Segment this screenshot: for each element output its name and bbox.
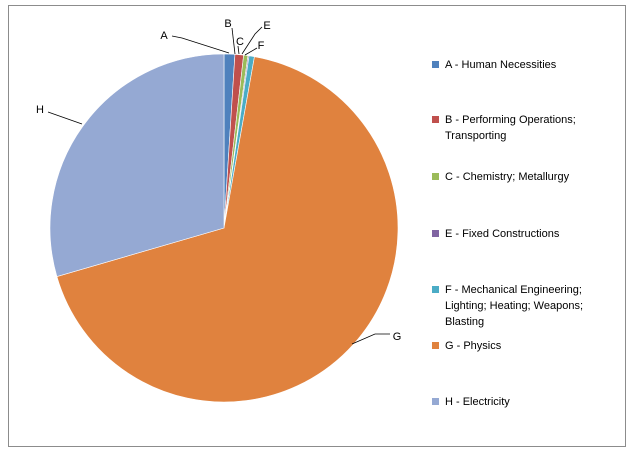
legend-swatch-g <box>432 342 439 349</box>
data-label-e: E <box>263 20 270 32</box>
legend-item-c: C - Chemistry; Metallurgy <box>432 171 617 185</box>
leader-line-f <box>244 47 258 56</box>
legend-swatch-e <box>432 230 439 237</box>
data-label-g: G <box>393 331 402 343</box>
legend-item-f: F - Mechanical Engineering; Lighting; Hea… <box>432 284 617 330</box>
legend-item-a: A - Human Necessities <box>432 59 617 73</box>
data-label-b: B <box>224 18 231 30</box>
data-label-a: A <box>160 30 168 42</box>
leader-line-g <box>351 333 390 345</box>
leader-line-b <box>231 27 236 55</box>
leader-line-a <box>171 35 230 54</box>
legend: A - Human Necessities B - Performing Oper… <box>432 0 622 456</box>
legend-swatch-c <box>432 173 439 180</box>
leader-lines <box>47 26 390 345</box>
legend-swatch-a <box>432 61 439 68</box>
legend-label-f: F - Mechanical Engineering; Lighting; Hea… <box>445 284 583 328</box>
pie-slices <box>49 53 399 403</box>
legend-label-c: C - Chemistry; Metallurgy <box>445 171 570 183</box>
legend-label-h: H - Electricity <box>445 396 510 408</box>
legend-swatch-h <box>432 398 439 405</box>
pie-slice-h <box>49 53 225 277</box>
legend-label-a: A - Human Necessities <box>445 59 557 71</box>
legend-label-g: G - Physics <box>445 340 502 352</box>
legend-item-e: E - Fixed Constructions <box>432 228 617 242</box>
legend-label-e: E - Fixed Constructions <box>445 228 560 240</box>
leader-line-e <box>241 26 263 55</box>
data-label-c: C <box>236 36 244 48</box>
leader-line-h <box>47 111 83 125</box>
data-label-h: H <box>36 104 44 116</box>
leader-line-c <box>237 45 240 55</box>
data-labels: A BC EF G H <box>36 18 401 343</box>
legend-swatch-b <box>432 116 439 123</box>
legend-label-b: B - Performing Operations; Transporting <box>445 114 576 142</box>
legend-item-h: H - Electricity <box>432 396 617 410</box>
legend-item-g: G - Physics <box>432 340 617 354</box>
pie-slice-g <box>56 56 399 403</box>
legend-swatch-f <box>432 286 439 293</box>
data-label-f: F <box>258 40 265 52</box>
legend-item-b: B - Performing Operations; Transporting <box>432 114 617 144</box>
